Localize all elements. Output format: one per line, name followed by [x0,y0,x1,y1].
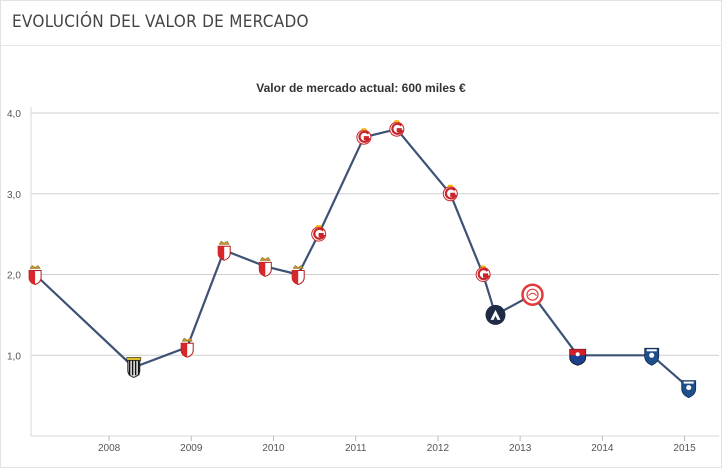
black-white-stripes-crest-icon[interactable] [126,357,142,378]
monaco-crest-icon[interactable] [217,240,231,261]
galatasaray-crest-icon[interactable] [311,225,327,242]
y-tick-label: 2,0 [7,271,21,282]
galatasaray-crest-icon[interactable] [356,128,372,145]
monaco-crest-icon[interactable] [258,256,272,277]
x-tick-label: 2012 [427,443,450,454]
bastia-crest-icon[interactable] [644,347,660,366]
olympiacos-crest-icon[interactable] [521,283,544,306]
monaco-crest-icon[interactable] [28,265,42,286]
x-tick-label: 2010 [262,443,285,454]
monaco-crest-icon[interactable] [180,337,194,358]
x-tick-label: 2009 [180,443,203,454]
y-tick-label: 3,0 [7,190,21,201]
x-tick-label: 2014 [591,443,614,454]
x-tick-label: 2015 [673,443,696,454]
galatasaray-crest-icon[interactable] [442,184,458,202]
panel-title: EVOLUCIÓN DEL VALOR DE MERCADO [12,12,309,32]
chart-title: Valor de mercado actual: 600 miles € [256,81,466,95]
x-tick-label: 2011 [345,443,367,454]
y-tick-label: 1,0 [7,351,21,362]
panel-header: EVOLUCIÓN DEL VALOR DE MERCADO [1,1,721,46]
medellin-crest-icon[interactable] [569,348,587,366]
dark-blue-round-crest-icon[interactable] [485,304,506,325]
market-value-line [34,128,690,389]
x-tick-label: 2013 [509,443,532,454]
galatasaray-crest-icon[interactable] [475,265,491,282]
y-tick-label: 4,0 [7,109,21,120]
monaco-crest-icon[interactable] [291,265,305,286]
galatasaray-crest-icon[interactable] [389,120,405,137]
x-tick-label: 2008 [98,443,121,454]
bastia-crest-icon[interactable] [681,380,697,399]
